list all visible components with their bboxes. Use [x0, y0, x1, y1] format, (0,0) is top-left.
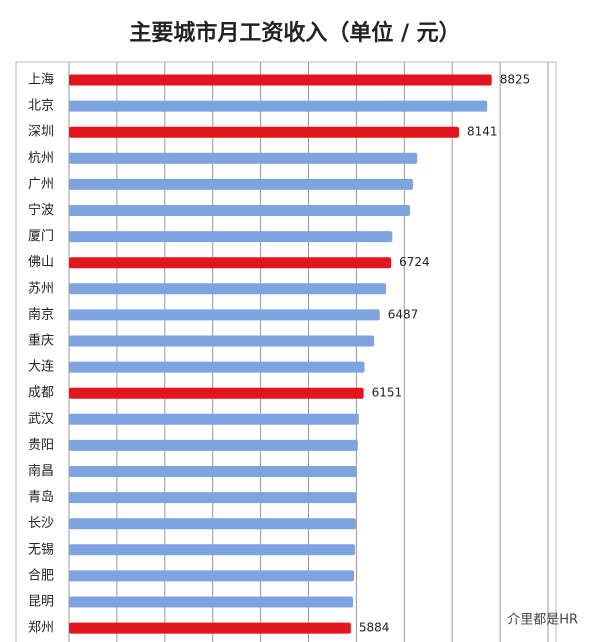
- bar: [69, 622, 351, 634]
- bar: [69, 126, 459, 138]
- bar: [69, 361, 365, 373]
- bar: [69, 544, 355, 556]
- bar: [69, 518, 356, 530]
- y-tick-label: 郑州: [28, 621, 54, 636]
- bar: [69, 178, 413, 190]
- y-tick-label: 北京: [28, 99, 54, 114]
- plot-frame: [15, 61, 557, 642]
- bar: [69, 231, 393, 243]
- bar: [69, 257, 392, 269]
- y-tick-label: 青岛: [28, 489, 54, 505]
- y-tick-label: 南京: [28, 306, 54, 322]
- y-tick-label: 厦门: [28, 229, 54, 244]
- bar: [69, 413, 359, 425]
- bar: [69, 439, 358, 451]
- bar: [69, 152, 418, 164]
- bar: [69, 335, 375, 347]
- y-tick-label: 贵阳: [28, 438, 54, 453]
- bar: [69, 100, 488, 112]
- value-label: 5884: [359, 621, 390, 635]
- y-tick-label: 广州: [28, 177, 54, 192]
- y-tick-label: 长沙: [28, 516, 54, 531]
- bar: [69, 74, 492, 86]
- y-tick-label: 合肥: [28, 568, 54, 583]
- bar: [69, 205, 411, 216]
- value-label: 6724: [399, 255, 430, 269]
- bar: [69, 596, 354, 608]
- bar: [69, 466, 357, 477]
- bar: [69, 570, 355, 582]
- y-tick-label: 杭州: [28, 151, 54, 166]
- bar: [69, 309, 380, 321]
- y-tick-label: 深圳: [28, 125, 54, 140]
- y-tick-label: 无锡: [28, 542, 54, 557]
- y-tick-label: 佛山: [28, 255, 54, 270]
- y-tick-label: 武汉: [28, 412, 54, 427]
- value-label: 8825: [500, 73, 531, 87]
- y-tick-label: 南昌: [28, 463, 54, 479]
- bar: [69, 492, 357, 504]
- y-tick-label: 成都: [28, 386, 54, 401]
- value-label: 6487: [388, 307, 419, 321]
- y-tick-label: 大连: [28, 359, 54, 375]
- y-tick-label: 苏州: [28, 280, 54, 296]
- watermark: 介里都是HR: [507, 613, 578, 628]
- value-label: 6151: [372, 386, 403, 400]
- chart-title: 主要城市月工资收入（单位 / 元）: [129, 20, 460, 46]
- bar: [69, 387, 364, 399]
- y-tick-label: 宁波: [28, 202, 54, 218]
- value-label: 8141: [467, 125, 498, 139]
- y-tick-label: 昆明: [28, 595, 54, 610]
- y-tick-label: 重庆: [28, 333, 54, 349]
- y-tick-label: 上海: [28, 73, 54, 88]
- bar: [69, 283, 387, 295]
